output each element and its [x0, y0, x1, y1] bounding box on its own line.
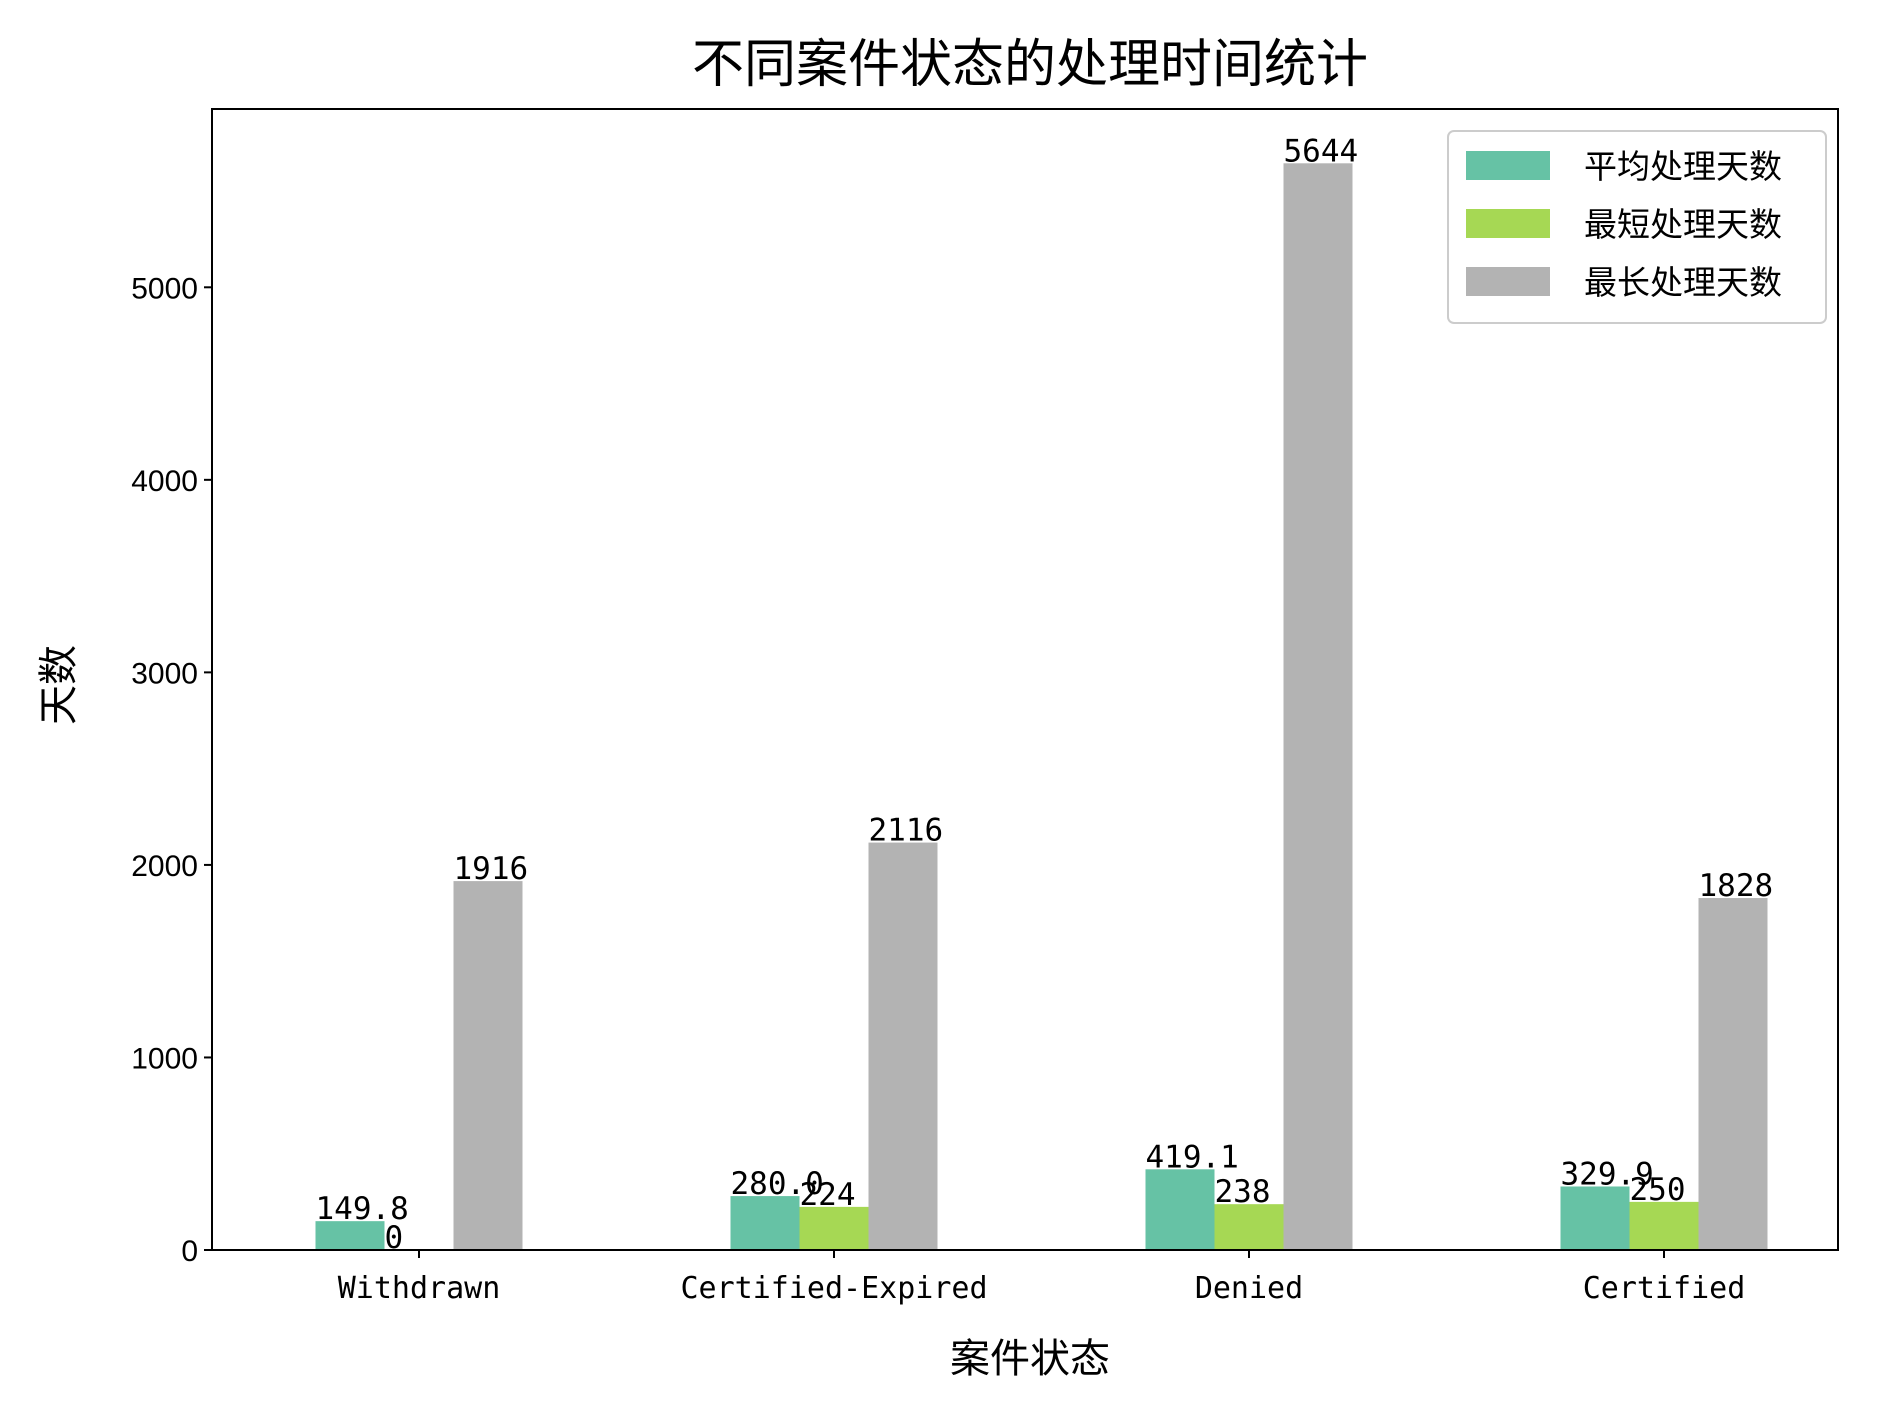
legend-swatch-series-3: [1466, 267, 1550, 296]
data-label-withdrawn-series-1: 149.8: [316, 1191, 409, 1227]
data-label-certified-series-3: 1828: [1699, 868, 1774, 904]
data-label-withdrawn-series-2: 0: [385, 1220, 404, 1256]
y-tick-label-4000: 4000: [131, 465, 198, 498]
x-axis: Withdrawn Certified-Expired Denied Certifie…: [338, 1250, 1746, 1306]
bar-withdrawn-series-3: [453, 881, 523, 1250]
bar-denied-series-1: [1145, 1169, 1215, 1250]
y-axis: 0 1000 2000 3000 4000 5000: [131, 272, 212, 1268]
data-label-certified-series-1: 329.9: [1561, 1156, 1654, 1192]
y-tick-label-0: 0: [181, 1235, 198, 1268]
bar-certified-expired-series-1: [730, 1196, 800, 1250]
bar-withdrawn-series-1: [315, 1221, 385, 1250]
data-label-denied-series-1: 419.1: [1146, 1139, 1239, 1175]
bar-denied-series-2: [1214, 1204, 1284, 1250]
data-label-denied-series-2: 238: [1215, 1174, 1271, 1210]
x-tick-label-certified-expired: Certified-Expired: [680, 1271, 987, 1306]
y-tick-label-3000: 3000: [131, 657, 198, 690]
bar-certified-expired-series-2: [799, 1206, 869, 1250]
x-tick-label-certified: Certified: [1583, 1271, 1746, 1306]
plot-frame: [211, 108, 1839, 1251]
y-tick-label-2000: 2000: [131, 850, 198, 883]
bar-denied-series-3: [1283, 163, 1353, 1251]
data-label-denied-series-3: 5644: [1284, 133, 1359, 169]
legend-label-series-3: 最长处理天数: [1584, 263, 1782, 302]
legend-swatch-series-1: [1466, 151, 1550, 180]
bar-certified-series-2: [1629, 1201, 1699, 1250]
y-axis-label: 天数: [36, 645, 82, 725]
legend-label-series-1: 平均处理天数: [1584, 147, 1782, 186]
bar-certified-series-3: [1698, 898, 1768, 1250]
data-label-certified-series-2: 250: [1630, 1172, 1686, 1208]
x-axis-label: 案件状态: [950, 1336, 1110, 1382]
data-label-withdrawn-series-3: 1916: [454, 851, 529, 887]
x-tick-label-withdrawn: Withdrawn: [338, 1271, 501, 1306]
x-tick-label-denied: Denied: [1195, 1271, 1303, 1306]
bars-group: [315, 163, 1768, 1251]
data-label-certified-expired-series-3: 2116: [869, 813, 944, 849]
data-label-certified-expired-series-2: 224: [800, 1177, 856, 1213]
y-tick-label-1000: 1000: [131, 1042, 198, 1075]
legend-label-series-2: 最短处理天数: [1584, 205, 1782, 244]
bar-certified-series-1: [1560, 1186, 1630, 1250]
chart-title: 不同案件状态的处理时间统计: [692, 35, 1368, 95]
legend-swatch-series-2: [1466, 209, 1550, 238]
bar-certified-expired-series-3: [868, 842, 938, 1250]
data-label-certified-expired-series-1: 280.0: [731, 1166, 824, 1202]
y-tick-label-5000: 5000: [131, 272, 198, 305]
